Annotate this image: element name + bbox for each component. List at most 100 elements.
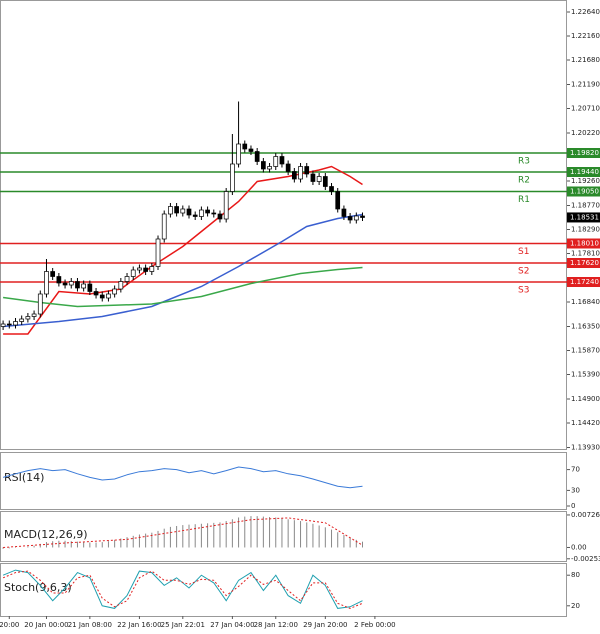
- candle-body: [174, 206, 179, 214]
- candle-body: [168, 206, 173, 215]
- candle-body: [0, 323, 6, 327]
- level-price-box: [567, 186, 600, 197]
- candle-body: [161, 213, 167, 240]
- indicator-line: [3, 517, 363, 548]
- candle-body: [347, 216, 353, 221]
- candle-body: [211, 212, 217, 215]
- candle-body: [310, 173, 316, 182]
- candle-body: [56, 276, 62, 284]
- panel-title: RSI(14): [4, 471, 44, 484]
- candle-body: [199, 209, 204, 217]
- indicator-line: [3, 213, 363, 328]
- y-tick-label: 1.22160: [571, 32, 600, 40]
- candle-body: [230, 163, 235, 192]
- y-tick-label: 80: [571, 571, 580, 579]
- candle-body: [50, 271, 56, 277]
- y-tick-label: 0: [571, 502, 575, 510]
- candle-body: [254, 151, 260, 162]
- candle-body: [106, 293, 111, 299]
- candle-body: [273, 156, 279, 167]
- indicator-line: [2, 466, 363, 489]
- x-tick-label: 2 Feb 00:00: [354, 621, 395, 629]
- y-tick-label: 1.21680: [571, 56, 600, 64]
- candle-body: [217, 213, 223, 220]
- x-tick-label: 22 Jan 16:00: [117, 621, 161, 629]
- candle-body: [81, 283, 87, 289]
- level-name: R1: [518, 195, 530, 205]
- candle-body: [329, 186, 334, 192]
- last-price-box: [567, 212, 600, 223]
- macd-panel: [0, 511, 567, 562]
- level-price: 1.17620: [570, 259, 599, 267]
- y-tick-label: 0.007262: [571, 511, 600, 519]
- candle-body: [62, 282, 68, 286]
- level-price: 1.19440: [570, 168, 599, 176]
- panel-title: Stoch(9,6,3): [4, 581, 72, 594]
- x-tick-label: 21 Jan 08:00: [68, 621, 112, 629]
- level-name: S2: [518, 267, 529, 277]
- candle-body: [223, 191, 229, 220]
- rsi-panel: [0, 452, 567, 510]
- level-price-box: [567, 238, 600, 249]
- candle-body: [19, 318, 25, 322]
- y-tick-label: 1.16350: [571, 323, 600, 331]
- candle-body: [316, 176, 322, 182]
- y-tick-label: 1.19260: [571, 177, 600, 185]
- candle-body: [353, 215, 359, 221]
- level-price: 1.18010: [570, 240, 599, 248]
- candle-body: [124, 276, 130, 282]
- x-tick-label: 28 Jan 12:00: [254, 621, 298, 629]
- indicator-line: [3, 165, 363, 335]
- y-tick-label: 70: [571, 466, 580, 474]
- level-name: S3: [518, 286, 529, 296]
- level-price-box: [567, 258, 600, 268]
- candle-body: [298, 166, 303, 180]
- candle-body: [93, 291, 99, 296]
- y-tick-label: 1.15870: [571, 347, 600, 355]
- candle-body: [192, 214, 198, 217]
- x-tick-label: 20:00: [0, 621, 19, 629]
- panel-title: MACD(12,26,9): [4, 528, 88, 541]
- y-tick-label: -0.002531: [571, 555, 600, 563]
- x-tick-label: 20 Jan 00:00: [24, 621, 68, 629]
- candle-body: [25, 316, 31, 320]
- level-price: 1.19820: [570, 149, 599, 157]
- y-tick-label: 1.13930: [571, 444, 600, 452]
- candle-body: [112, 288, 117, 295]
- last-price: 1.18531: [570, 213, 599, 221]
- level-name: S1: [518, 247, 529, 257]
- candle-body: [37, 293, 43, 315]
- y-tick-label: 1.18290: [571, 226, 600, 234]
- candle-body: [143, 267, 148, 272]
- candle-body: [261, 161, 266, 170]
- candle-body: [267, 166, 272, 170]
- level-price: 1.19050: [570, 188, 599, 196]
- x-tick-label: 29 Jan 20:00: [303, 621, 347, 629]
- candle-body: [99, 294, 105, 299]
- level-price-box: [567, 167, 600, 177]
- candle-body: [6, 323, 12, 326]
- y-tick-label: 1.14420: [571, 419, 600, 427]
- candle-body: [335, 191, 341, 210]
- level-price-box: [567, 277, 600, 287]
- main-panel: [0, 0, 567, 450]
- candle-body: [236, 143, 241, 165]
- indicator-line: [2, 570, 363, 609]
- candle-body: [155, 238, 161, 267]
- candle-body: [180, 208, 186, 214]
- candle-body: [279, 156, 285, 165]
- y-tick-label: 20: [571, 602, 580, 610]
- candle-body: [44, 271, 49, 295]
- candle-body: [75, 281, 80, 289]
- level-price-box: [567, 148, 600, 158]
- y-tick-label: 1.20220: [571, 129, 600, 137]
- candle-body: [341, 208, 347, 217]
- stoch-panel: [0, 563, 567, 617]
- candle-body: [291, 171, 297, 180]
- candle-body: [31, 313, 37, 317]
- y-tick-label: 1.16840: [571, 298, 600, 306]
- y-tick-label: 1.20710: [571, 105, 600, 113]
- candle-body: [322, 176, 328, 187]
- y-tick-label: 0.00: [571, 543, 587, 551]
- y-tick-label: 1.22640: [571, 8, 600, 16]
